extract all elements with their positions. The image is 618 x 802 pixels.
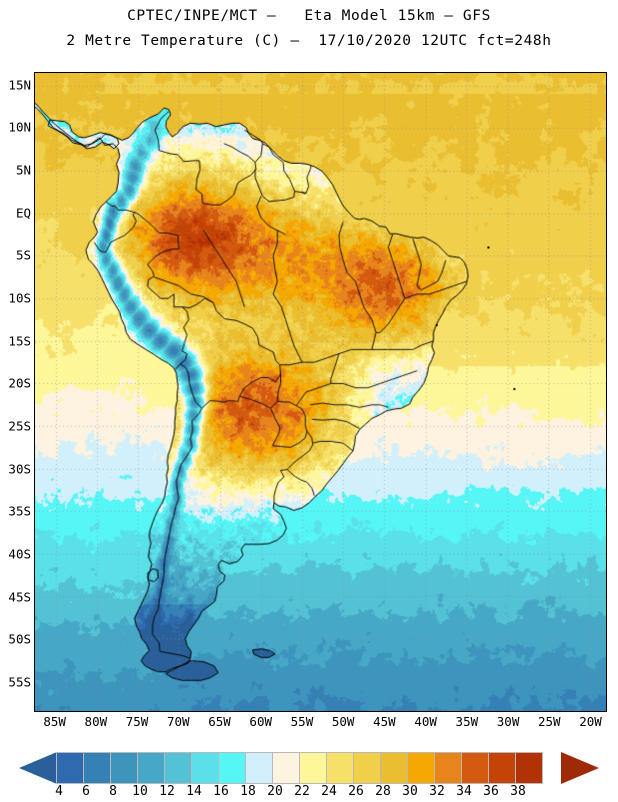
colorbar-swatch: [191, 752, 219, 784]
colorbar-swatch: [137, 752, 165, 784]
latitude-tick-label: EQ: [15, 205, 31, 221]
colorbar-tick-label: 12: [159, 784, 175, 799]
longitude-tick-label: 80W: [84, 714, 108, 729]
longitude-tick-label: 35W: [455, 714, 479, 729]
map-plot-area: [34, 72, 607, 712]
temperature-heatmap-canvas: [35, 73, 606, 711]
latitude-axis: 15N 10N 5N EQ 5S 10S 15S 20S 25S 30S 35S 40S 45S 50S 5…: [0, 72, 31, 712]
longitude-tick-label: 55W: [290, 714, 314, 729]
latitude-tick-label: 10N: [8, 119, 31, 135]
colorbar-swatch: [83, 752, 111, 784]
longitude-tick-label: 65W: [208, 714, 231, 729]
longitude-tick-label: 50W: [331, 714, 355, 729]
latitude-tick-label: 50S: [8, 631, 31, 647]
colorbar-swatch: [515, 752, 543, 784]
colorbar-tick-label: 16: [213, 784, 229, 799]
colorbar-tick-label: 26: [348, 784, 364, 799]
colorbar-swatch: [299, 752, 327, 784]
latitude-tick-label: 45S: [8, 589, 31, 605]
latitude-tick-label: 25S: [8, 418, 31, 434]
colorbar-swatch: [164, 752, 192, 784]
latitude-tick-label: 20S: [8, 375, 31, 391]
longitude-tick-label: 40W: [414, 714, 437, 729]
longitude-tick-label: 75W: [125, 714, 149, 729]
colorbar-swatch: [56, 752, 84, 784]
colorbar-swatch: [461, 752, 489, 784]
latitude-tick-label: 35S: [8, 503, 31, 519]
longitude-tick-label: 60W: [249, 714, 273, 729]
latitude-tick-label: 40S: [8, 546, 31, 562]
colorbar-tick-label: 24: [321, 784, 337, 799]
colorbar-swatch: [326, 752, 354, 784]
colorbar-tick-label: 22: [294, 784, 310, 799]
colorbar-tick-labels: 4 6 8 10 12 14 16 18 20 22 24 26 28 30 32 34 36 38: [0, 784, 618, 802]
colorbar-tick-label: 10: [132, 784, 148, 799]
colorbar-swatch: [272, 752, 300, 784]
longitude-tick-label: 20W: [579, 714, 602, 729]
latitude-tick-label: 30S: [8, 461, 31, 477]
colorbar-tick-label: 14: [186, 784, 202, 799]
colorbar-tick-label: 8: [109, 784, 117, 799]
longitude-tick-label: 45W: [373, 714, 396, 729]
colorbar-tick-label: 38: [510, 784, 526, 799]
colorbar-swatch: [407, 752, 435, 784]
colorbar-swatches: [56, 752, 543, 784]
colorbar-tick-label: 34: [456, 784, 472, 799]
longitude-tick-label: 70W: [166, 714, 190, 729]
colorbar-tick-label: 32: [429, 784, 445, 799]
title-line-variable: 2 Metre Temperature (C) — 17/10/2020 12U…: [66, 33, 552, 49]
colorbar-tick-label: 6: [82, 784, 90, 799]
title-line-model: CPTEC/INPE/MCT — Eta Model 15km — GFS: [127, 8, 491, 24]
colorbar-swatch: [110, 752, 138, 784]
longitude-tick-label: 25W: [537, 714, 561, 729]
colorbar-tick-label: 20: [267, 784, 283, 799]
longitude-tick-label: 85W: [43, 714, 66, 729]
colorbar-tick-label: 30: [402, 784, 418, 799]
colorbar-swatch: [353, 752, 381, 784]
longitude-axis: 85W 80W 75W 70W 65W 60W 55W 50W 45W 40W 35W 30W 25W 2…: [34, 714, 607, 734]
colorbar-swatch: [380, 752, 408, 784]
latitude-tick-label: 5N: [15, 162, 31, 178]
colorbar-swatch: [218, 752, 246, 784]
latitude-tick-label: 55S: [8, 674, 31, 690]
colorbar-swatch: [434, 752, 462, 784]
colorbar-high-arrow-icon: [561, 752, 599, 784]
colorbar-tick-label: 4: [55, 784, 63, 799]
latitude-tick-label: 5S: [15, 247, 31, 263]
colorbar-tick-label: 28: [375, 784, 391, 799]
colorbar-low-arrow-icon: [19, 752, 57, 784]
longitude-tick-label: 30W: [496, 714, 520, 729]
latitude-tick-label: 15S: [8, 333, 31, 349]
temperature-colorbar: 4 6 8 10 12 14 16 18 20 22 24 26 28 30 32 34 36 38: [0, 750, 618, 799]
latitude-tick-label: 15N: [8, 77, 31, 93]
colorbar-swatch: [245, 752, 273, 784]
colorbar-swatch: [488, 752, 516, 784]
chart-title-block: CPTEC/INPE/MCT — Eta Model 15km — GFS 2 …: [0, 4, 618, 54]
colorbar-tick-label: 36: [483, 784, 499, 799]
colorbar-tick-label: 18: [240, 784, 256, 799]
latitude-tick-label: 10S: [8, 290, 31, 306]
